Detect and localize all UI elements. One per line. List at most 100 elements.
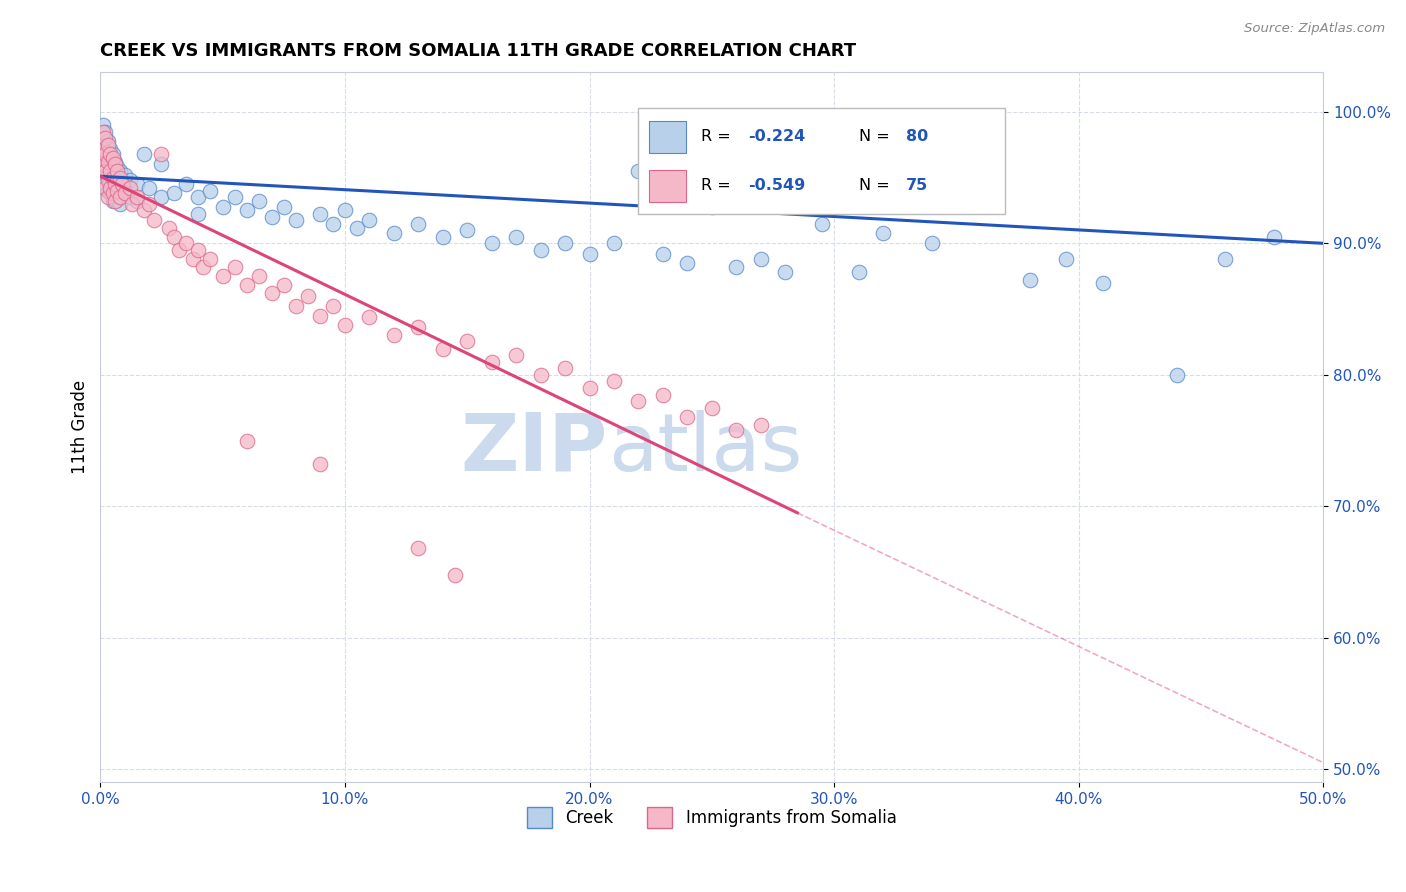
Point [98,164,121,178]
Point [676,256,699,270]
Point [1263,229,1285,244]
Point [773,265,796,279]
Point [107,160,129,174]
Point [97,154,120,169]
Point [94,147,117,161]
Point [94,125,117,139]
Text: atlas: atlas [607,409,803,488]
Point [174,177,197,191]
Point [187,207,209,221]
Text: CREEK VS IMMIGRANTS FROM SOMALIA 11TH GRADE CORRELATION CHART: CREEK VS IMMIGRANTS FROM SOMALIA 11TH GR… [100,42,856,60]
Point [104,154,127,169]
Point [529,368,551,382]
Point [872,226,894,240]
Point [143,212,166,227]
Point [529,243,551,257]
Point [94,145,117,159]
Point [247,269,270,284]
Point [322,300,344,314]
Point [101,186,124,201]
Point [114,168,136,182]
Point [382,226,405,240]
Point [111,177,134,191]
Point [322,217,344,231]
Point [94,177,117,191]
Point [700,401,723,415]
Point [91,118,114,132]
Point [187,190,209,204]
Point [676,409,699,424]
Point [408,217,430,231]
Point [260,210,283,224]
Point [125,190,148,204]
Point [578,247,600,261]
Point [94,164,117,178]
Point [101,194,124,209]
Point [700,200,723,214]
Point [118,173,141,187]
Point [163,229,186,244]
Point [163,186,186,201]
Point [101,179,124,194]
Point [481,236,503,251]
Point [98,173,121,187]
Point [651,247,673,261]
Point [236,278,259,293]
Point [94,181,117,195]
Point [91,137,114,152]
Point [150,157,173,171]
Point [150,190,173,204]
Point [97,190,120,204]
Point [224,190,246,204]
Point [98,181,121,195]
Point [505,229,527,244]
Point [578,381,600,395]
Point [224,260,246,274]
Point [98,186,121,201]
Point [108,197,131,211]
Point [432,342,454,356]
Point [114,186,136,201]
Point [134,203,156,218]
Point [725,260,748,274]
Point [97,184,120,198]
Point [273,278,295,293]
Point [91,125,114,139]
Point [309,207,332,221]
Point [101,164,124,178]
Point [97,151,120,165]
Point [333,318,356,332]
Point [848,265,870,279]
Point [191,260,214,274]
Point [104,177,127,191]
Point [725,423,748,437]
Point [297,289,319,303]
Point [167,243,190,257]
Point [1215,252,1237,266]
Point [181,252,204,266]
Point [1056,252,1078,266]
Point [98,147,121,161]
Point [91,142,114,156]
Point [91,157,114,171]
Point [408,541,430,556]
Point [1166,368,1188,382]
Point [104,186,127,201]
Text: Source: ZipAtlas.com: Source: ZipAtlas.com [1244,22,1385,36]
Point [200,252,222,266]
Point [749,417,772,432]
Point [432,229,454,244]
Point [97,137,120,152]
Point [134,147,156,161]
Point [346,220,368,235]
Point [359,212,381,227]
Point [309,457,332,471]
Point [98,142,121,156]
Point [382,328,405,343]
Point [94,131,117,145]
Point [98,157,121,171]
Point [101,170,124,185]
Point [91,157,114,171]
Point [444,567,467,582]
Point [359,310,381,324]
